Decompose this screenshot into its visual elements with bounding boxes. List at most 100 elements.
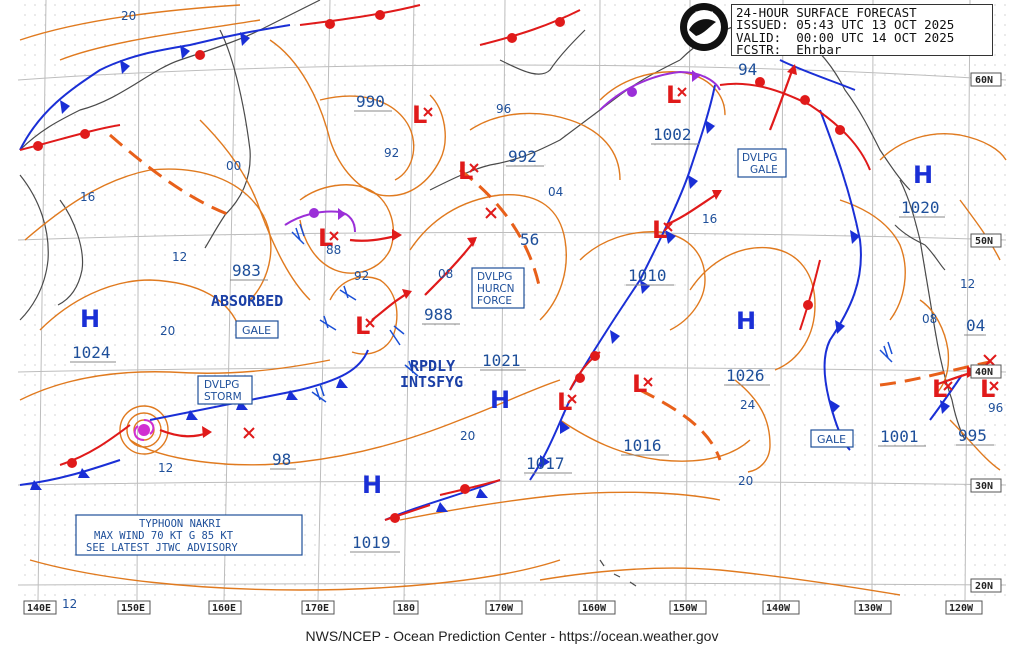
pressure-label: 1010 <box>628 266 667 285</box>
annotation-gale-box-1: GALE <box>235 320 279 339</box>
low-symbol: L <box>458 157 473 185</box>
pressure-label: 1026 <box>726 366 765 385</box>
pressure-label: 94 <box>738 60 757 79</box>
isobar-label: 20 <box>121 9 136 23</box>
pressure-label: 990 <box>356 92 385 111</box>
svg-text:170W: 170W <box>489 603 514 614</box>
valid-value: 00:00 UTC 14 OCT 2025 <box>796 29 955 45</box>
footer-credit: NWS/NCEP - Ocean Prediction Center - htt… <box>305 628 719 644</box>
svg-text:60N: 60N <box>975 75 993 86</box>
low-center-marks <box>243 87 999 439</box>
isobar-label: 12 <box>158 461 173 475</box>
pressure-label: 1002 <box>653 125 692 144</box>
isobar-label: 00 <box>226 159 241 173</box>
high-symbols: H H H H H <box>80 161 933 499</box>
isobar-label: 20 <box>160 324 175 338</box>
annotation-typhoon-box: TYPHOON NAKRI MAX WIND 70 KT G 85 KT SEE… <box>75 514 303 556</box>
isobar-label: 16 <box>702 212 717 226</box>
svg-text:MAX WIND 70 KT G 85 KT: MAX WIND 70 KT G 85 KT <box>94 530 234 542</box>
forecast-header: 24-HOUR SURFACE FORECAST ISSUED: 05:43 U… <box>731 4 993 56</box>
isobar-label-large: 56 <box>520 230 539 249</box>
low-symbol: L <box>980 375 995 403</box>
high-symbol: H <box>362 471 382 499</box>
low-symbol: L <box>412 101 427 129</box>
svg-text:RPDLY: RPDLY <box>410 357 455 375</box>
pressure-label: 1021 <box>482 351 521 370</box>
surface-forecast-map: L L L L L L L L L L H H H H H 1024 1021 … <box>17 0 1007 615</box>
pressure-label: 995 <box>958 426 987 445</box>
high-symbol: H <box>736 307 756 335</box>
svg-text:150E: 150E <box>121 603 145 614</box>
warm-front-bumps <box>33 10 845 523</box>
isobar-label: 20 <box>738 474 753 488</box>
svg-text:140W: 140W <box>766 603 791 614</box>
svg-text:30N: 30N <box>975 481 993 492</box>
svg-text:TYPHOON NAKRI: TYPHOON NAKRI <box>139 518 221 530</box>
svg-text:SEE LATEST JTWC ADVISORY: SEE LATEST JTWC ADVISORY <box>86 542 238 554</box>
isobar-label: 08 <box>438 267 453 281</box>
pressure-label: 1017 <box>526 454 565 473</box>
svg-text:20N: 20N <box>975 581 993 592</box>
annotation-dvlpg-hurcn-box: DVLPG HURCN FORCE <box>471 267 525 309</box>
issued-value: 05:43 UTC 13 OCT 2025 <box>796 17 955 33</box>
isobar-label: 12 <box>62 597 77 611</box>
svg-text:GALE: GALE <box>817 433 846 446</box>
low-symbol: L <box>932 375 947 403</box>
svg-text:NOAA: NOAA <box>695 11 715 18</box>
valid-label: VALID: <box>736 29 782 45</box>
cold-front-barbs <box>30 32 950 512</box>
svg-text:STORM: STORM <box>204 391 242 403</box>
svg-text:DVLPG: DVLPG <box>742 152 777 164</box>
high-symbol: H <box>913 161 933 189</box>
troughs <box>109 133 991 461</box>
isobar-label: 04 <box>548 185 563 199</box>
wind-barbs <box>291 223 893 403</box>
isobar-label: 24 <box>740 398 755 412</box>
low-symbol: L <box>318 224 333 252</box>
svg-text:FORCE: FORCE <box>477 295 512 307</box>
pressure-label: 04 <box>966 316 985 335</box>
noaa-logo: NOAA <box>680 3 728 51</box>
svg-text:DVLPG: DVLPG <box>477 271 512 283</box>
svg-text:180: 180 <box>397 603 415 614</box>
isobar-label: 92 <box>384 146 399 160</box>
isobar-label: 88 <box>326 243 341 257</box>
isobar-label: 08 <box>922 312 937 326</box>
svg-text:INTSFYG: INTSFYG <box>400 373 463 391</box>
issued-label: ISSUED: <box>736 17 789 33</box>
svg-text:120W: 120W <box>949 603 974 614</box>
svg-text:160E: 160E <box>212 603 236 614</box>
forecaster-label: FCSTR: <box>736 42 782 58</box>
pressure-label: 992 <box>508 147 537 166</box>
svg-text:170E: 170E <box>305 603 329 614</box>
pressure-labels: 1024 1021 1019 1026 1020 990 992 983 988… <box>72 60 987 552</box>
svg-text:50N: 50N <box>975 236 993 247</box>
forecast-title: 24-HOUR SURFACE FORECAST <box>736 5 917 20</box>
annotation-gale-box-2: GALE <box>810 429 854 448</box>
annotation-dvlpg-gale-box: DVLPG GALE <box>737 148 787 178</box>
svg-text:130W: 130W <box>858 603 883 614</box>
high-symbol: H <box>80 305 100 333</box>
annotation-rpdly-intsfyg: RPDLY INTSFYG <box>400 357 463 391</box>
svg-text:40N: 40N <box>975 367 993 378</box>
isobar-label: 20 <box>460 429 475 443</box>
isobar-label: 96 <box>496 102 511 116</box>
annotation-absorbed: ABSORBED <box>211 292 283 310</box>
isobar-label: 12 <box>172 250 187 264</box>
low-symbol: L <box>666 81 681 109</box>
isobar-label: 92 <box>354 269 369 283</box>
svg-text:GALE: GALE <box>750 164 778 176</box>
svg-text:HURCN: HURCN <box>477 283 515 295</box>
latitude-axis: 60N 50N 40N 30N 20N <box>970 72 1002 593</box>
svg-text:140E: 140E <box>27 603 51 614</box>
low-symbol: L <box>632 370 647 398</box>
isobar-labels: 20 16 12 20 12 00 92 88 92 08 04 96 16 2… <box>62 9 1003 611</box>
forecaster-value: Ehrbar <box>796 42 842 58</box>
svg-text:160W: 160W <box>582 603 607 614</box>
svg-text:150W: 150W <box>673 603 698 614</box>
pressure-label: 1016 <box>623 436 662 455</box>
longitude-axis: 140E 150E 160E 170E 180 170W 160W 150W 1… <box>23 600 983 615</box>
isobars <box>19 4 1007 596</box>
occluded-front-marks <box>309 70 700 220</box>
high-symbol: H <box>490 386 510 414</box>
